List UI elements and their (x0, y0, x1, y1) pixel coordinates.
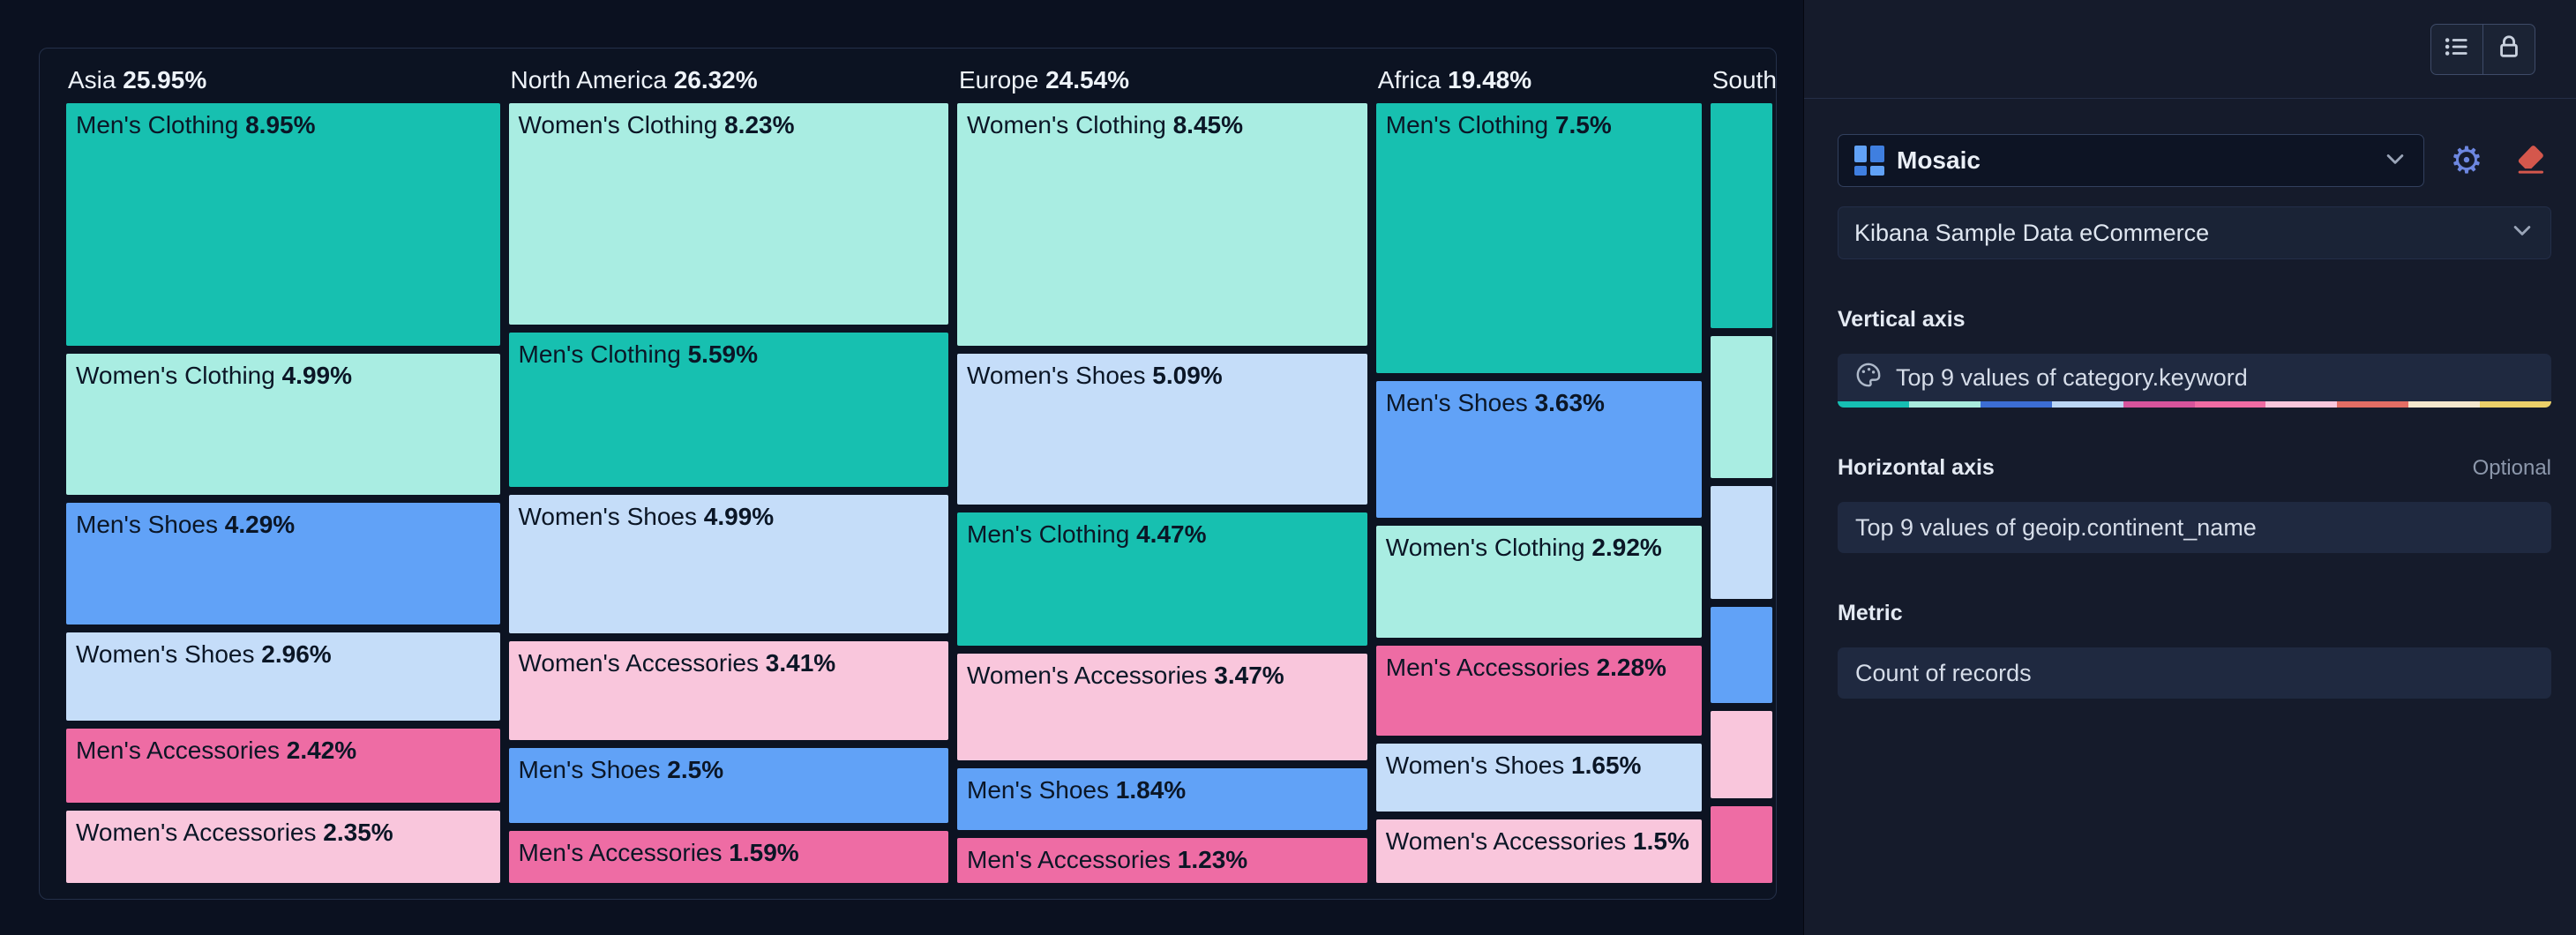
mosaic-column: South America (1710, 66, 1777, 884)
mosaic-block[interactable]: Men's Clothing 8.95% (66, 103, 500, 347)
metric-field-label: Count of records (1855, 659, 2032, 686)
panel-body: Mosaic ⚙ Kibana Sample Data eCommerce (1804, 99, 2576, 699)
chart-type-label: Mosaic (1897, 146, 1981, 174)
metric-field[interactable]: Count of records (1838, 647, 2551, 699)
data-view-label: Kibana Sample Data eCommerce (1854, 219, 2210, 246)
mosaic-block[interactable] (1710, 711, 1772, 799)
mosaic-block[interactable]: Men's Clothing 5.59% (508, 333, 948, 487)
vertical-axis-section: Vertical axis (1838, 307, 2551, 333)
mosaic-block[interactable]: Women's Shoes 1.65% (1375, 743, 1702, 812)
optional-badge: Optional (2472, 456, 2551, 480)
column-blocks: Women's Clothing 8.23% Men's Clothing 5.5… (508, 103, 948, 883)
mosaic-block[interactable]: Men's Accessories 1.23% (957, 837, 1367, 883)
chart-type-row: Mosaic ⚙ (1838, 134, 2551, 187)
mosaic-block[interactable]: Men's Clothing 4.47% (957, 512, 1367, 647)
column-header: South America (1711, 66, 1777, 94)
vertical-axis-field[interactable]: Top 9 values of category.keyword (1838, 354, 2551, 401)
mosaic-block[interactable]: Women's Shoes 2.96% (66, 632, 500, 722)
mosaic-block[interactable]: Women's Clothing 8.45% (957, 103, 1367, 346)
chart-box: Asia 25.95% Men's Clothing 8.95% Women's C… (39, 48, 1777, 900)
lock-button[interactable] (2482, 23, 2535, 75)
mosaic-block[interactable]: Women's Clothing 8.23% (508, 103, 948, 325)
list-button[interactable] (2430, 23, 2483, 75)
horizontal-axis-section: Horizontal axis Optional (1838, 455, 2551, 481)
column-header: Africa 19.48% (1377, 66, 1532, 94)
column-header: Asia 25.95% (68, 66, 207, 94)
eraser-icon (2512, 141, 2548, 181)
gear-icon: ⚙ (2450, 139, 2483, 181)
horizontal-axis-field[interactable]: Top 9 values of geoip.continent_name (1838, 502, 2551, 553)
mosaic-block[interactable] (1710, 336, 1772, 478)
mosaic-block[interactable]: Women's Accessories 1.5% (1375, 819, 1702, 883)
mosaic-column: Africa 19.48% Men's Clothing 7.5% Men's Sh… (1375, 66, 1702, 883)
mosaic-block[interactable] (1710, 806, 1772, 884)
clear-layer-button[interactable] (2509, 139, 2551, 182)
mosaic-block[interactable]: Women's Clothing 4.99% (66, 354, 500, 495)
mosaic-column: North America 26.32% Women's Clothing 8.2… (508, 66, 948, 883)
mosaic-block[interactable]: Men's Shoes 3.63% (1375, 381, 1702, 518)
horizontal-axis-label: Horizontal axis (1838, 455, 1995, 480)
column-blocks: Women's Clothing 8.45% Women's Shoes 5.09… (957, 103, 1367, 883)
mosaic-block[interactable]: Men's Accessories 2.28% (1375, 645, 1702, 736)
mosaic-column: Europe 24.54% Women's Clothing 8.45% Women… (957, 66, 1367, 883)
vertical-axis-field-wrap: Top 9 values of category.keyword (1838, 354, 2551, 408)
mosaic-grid-icon (1854, 146, 1884, 176)
mosaic-block[interactable]: Women's Accessories 3.47% (957, 654, 1367, 760)
mosaic-block[interactable]: Women's Accessories 3.41% (508, 641, 948, 740)
settings-button[interactable]: ⚙ (2445, 139, 2488, 182)
column-blocks (1710, 103, 1772, 884)
mosaic-block[interactable]: Women's Shoes 4.99% (508, 494, 948, 634)
data-view-select[interactable]: Kibana Sample Data eCommerce (1838, 206, 2551, 259)
lock-icon (2496, 34, 2522, 64)
mosaic-chart: Asia 25.95% Men's Clothing 8.95% Women's C… (66, 66, 1777, 884)
chart-pane: Asia 25.95% Men's Clothing 8.95% Women's C… (39, 48, 1777, 900)
chart-type-select[interactable]: Mosaic (1838, 134, 2424, 187)
palette-preview-bar (1838, 401, 2551, 408)
mosaic-block[interactable] (1710, 606, 1772, 704)
list-icon (2444, 34, 2470, 64)
mosaic-block[interactable]: Men's Accessories 1.59% (508, 831, 948, 883)
mosaic-block[interactable] (1710, 485, 1772, 599)
column-header: Europe 24.54% (959, 66, 1130, 94)
mosaic-block[interactable]: Men's Shoes 1.84% (957, 767, 1367, 830)
metric-label: Metric (1838, 601, 1903, 625)
mosaic-block[interactable] (1710, 103, 1772, 329)
mosaic-block[interactable]: Men's Shoes 4.29% (66, 502, 500, 625)
mosaic-block[interactable]: Men's Shoes 2.5% (508, 747, 948, 823)
column-header: North America 26.32% (510, 66, 758, 94)
mosaic-block[interactable]: Women's Shoes 5.09% (957, 353, 1367, 505)
horizontal-axis-field-label: Top 9 values of geoip.continent_name (1855, 513, 2257, 541)
column-blocks: Men's Clothing 7.5% Men's Shoes 3.63% Wome… (1375, 103, 1702, 883)
toolbar-button-group (2430, 23, 2535, 75)
mosaic-block[interactable]: Women's Accessories 2.35% (66, 811, 500, 883)
column-blocks: Men's Clothing 8.95% Women's Clothing 4.9… (66, 103, 500, 883)
mosaic-block[interactable]: Men's Clothing 7.5% (1375, 103, 1702, 373)
vertical-axis-field-label: Top 9 values of category.keyword (1896, 363, 2248, 391)
palette-icon (1855, 362, 1882, 394)
mosaic-block[interactable]: Women's Clothing 2.92% (1375, 525, 1702, 638)
chevron-down-icon (2510, 218, 2535, 249)
panel-toolbar (1804, 0, 2576, 99)
chevron-down-icon (2383, 146, 2408, 176)
mosaic-block[interactable]: Men's Accessories 2.42% (66, 729, 500, 804)
config-panel: Mosaic ⚙ Kibana Sample Data eCommerce (1803, 0, 2576, 935)
vertical-axis-label: Vertical axis (1838, 307, 1966, 332)
mosaic-column: Asia 25.95% Men's Clothing 8.95% Women's C… (66, 66, 500, 883)
metric-section: Metric (1838, 601, 2551, 626)
